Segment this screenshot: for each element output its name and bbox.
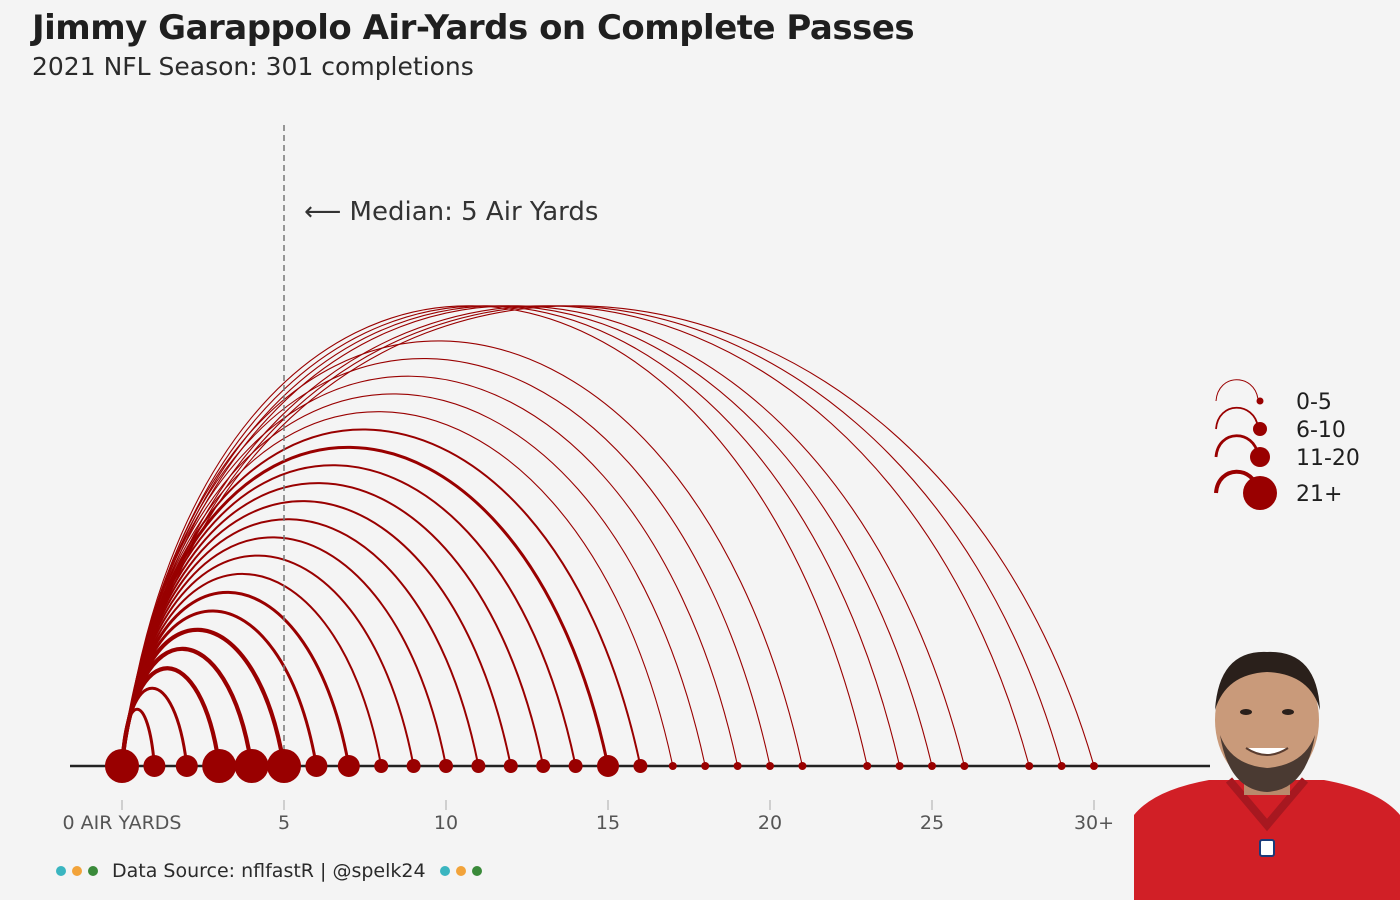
pass-arc bbox=[121, 411, 674, 767]
pass-arc bbox=[121, 393, 706, 767]
footer-dot-teal bbox=[56, 866, 66, 876]
data-point bbox=[733, 762, 742, 770]
data-point bbox=[503, 759, 518, 773]
tick-label: 15 bbox=[596, 812, 620, 834]
legend-dot bbox=[1243, 476, 1277, 510]
size-legend: 0-5 6-10 11-20 21+ bbox=[1214, 379, 1360, 510]
tick-label: 10 bbox=[434, 812, 458, 834]
footer-dot-green-2 bbox=[471, 866, 482, 876]
data-point bbox=[633, 759, 648, 773]
data-point bbox=[597, 755, 619, 777]
median-annotation: ⟵ Median: 5 Air Yards bbox=[304, 197, 598, 227]
data-point bbox=[234, 749, 269, 783]
footer-dot-orange-2 bbox=[455, 866, 466, 876]
data-source-text: Data Source: nflfastR | @spelk24 bbox=[112, 860, 426, 882]
data-point bbox=[1057, 762, 1066, 770]
arc-series bbox=[119, 305, 1095, 767]
data-point bbox=[960, 762, 969, 770]
data-point bbox=[202, 749, 237, 783]
legend-dot bbox=[1250, 447, 1270, 467]
legend-dot bbox=[1256, 397, 1264, 405]
pass-arc bbox=[121, 305, 965, 767]
data-point bbox=[863, 762, 872, 770]
footer-dot-green bbox=[88, 866, 98, 876]
tick-label: 20 bbox=[758, 812, 782, 834]
tick-label: 0 AIR YARDS bbox=[63, 812, 182, 834]
tick-label: 30+ bbox=[1074, 812, 1114, 834]
chart-subtitle: 2021 NFL Season: 301 completions bbox=[32, 52, 474, 81]
pass-arc bbox=[121, 375, 739, 767]
data-point bbox=[798, 762, 807, 770]
data-point bbox=[337, 755, 360, 777]
data-point bbox=[895, 762, 904, 770]
data-point bbox=[374, 759, 389, 773]
pass-arc bbox=[121, 305, 1030, 767]
data-point bbox=[175, 755, 198, 777]
legend-arc bbox=[1215, 406, 1259, 430]
data-point bbox=[305, 755, 328, 777]
data-point bbox=[105, 749, 139, 783]
data-point bbox=[568, 759, 583, 773]
legend-label: 21+ bbox=[1296, 482, 1342, 507]
tick-label: 5 bbox=[278, 812, 290, 834]
legend-label: 0-5 bbox=[1296, 390, 1332, 415]
legend-label: 6-10 bbox=[1296, 418, 1346, 443]
pass-arc bbox=[121, 305, 1063, 767]
data-point bbox=[406, 759, 421, 773]
chart-title: Jimmy Garappolo Air-Yards on Complete Pa… bbox=[32, 8, 915, 48]
tick-label: 25 bbox=[920, 812, 944, 834]
point-series bbox=[105, 749, 1098, 783]
data-point bbox=[668, 762, 677, 770]
legend-arc bbox=[1215, 379, 1259, 402]
data-point bbox=[536, 759, 551, 773]
player-photo bbox=[1134, 651, 1400, 900]
legend-dot bbox=[1253, 422, 1267, 436]
footer-dot-orange bbox=[72, 866, 82, 876]
data-point bbox=[267, 749, 301, 783]
data-point bbox=[143, 755, 166, 777]
data-point bbox=[1090, 762, 1098, 770]
data-point bbox=[701, 762, 710, 770]
x-axis-ticks: 0 AIR YARDS 5 10 15 20 25 30+ bbox=[63, 800, 1114, 834]
legend-label: 11-20 bbox=[1296, 446, 1360, 471]
pass-arc bbox=[121, 305, 933, 767]
pass-arc bbox=[121, 358, 771, 767]
footer: Data Source: nflfastR | @spelk24 bbox=[56, 860, 482, 882]
pass-arc bbox=[121, 305, 901, 767]
pass-arc bbox=[120, 445, 610, 767]
data-point bbox=[766, 762, 774, 770]
pass-arc bbox=[121, 428, 642, 767]
data-point bbox=[1025, 762, 1034, 770]
data-point bbox=[439, 759, 453, 773]
pass-arc bbox=[121, 305, 1095, 767]
footer-dot-teal-2 bbox=[439, 866, 450, 876]
data-point bbox=[471, 759, 486, 773]
data-point bbox=[928, 762, 936, 770]
